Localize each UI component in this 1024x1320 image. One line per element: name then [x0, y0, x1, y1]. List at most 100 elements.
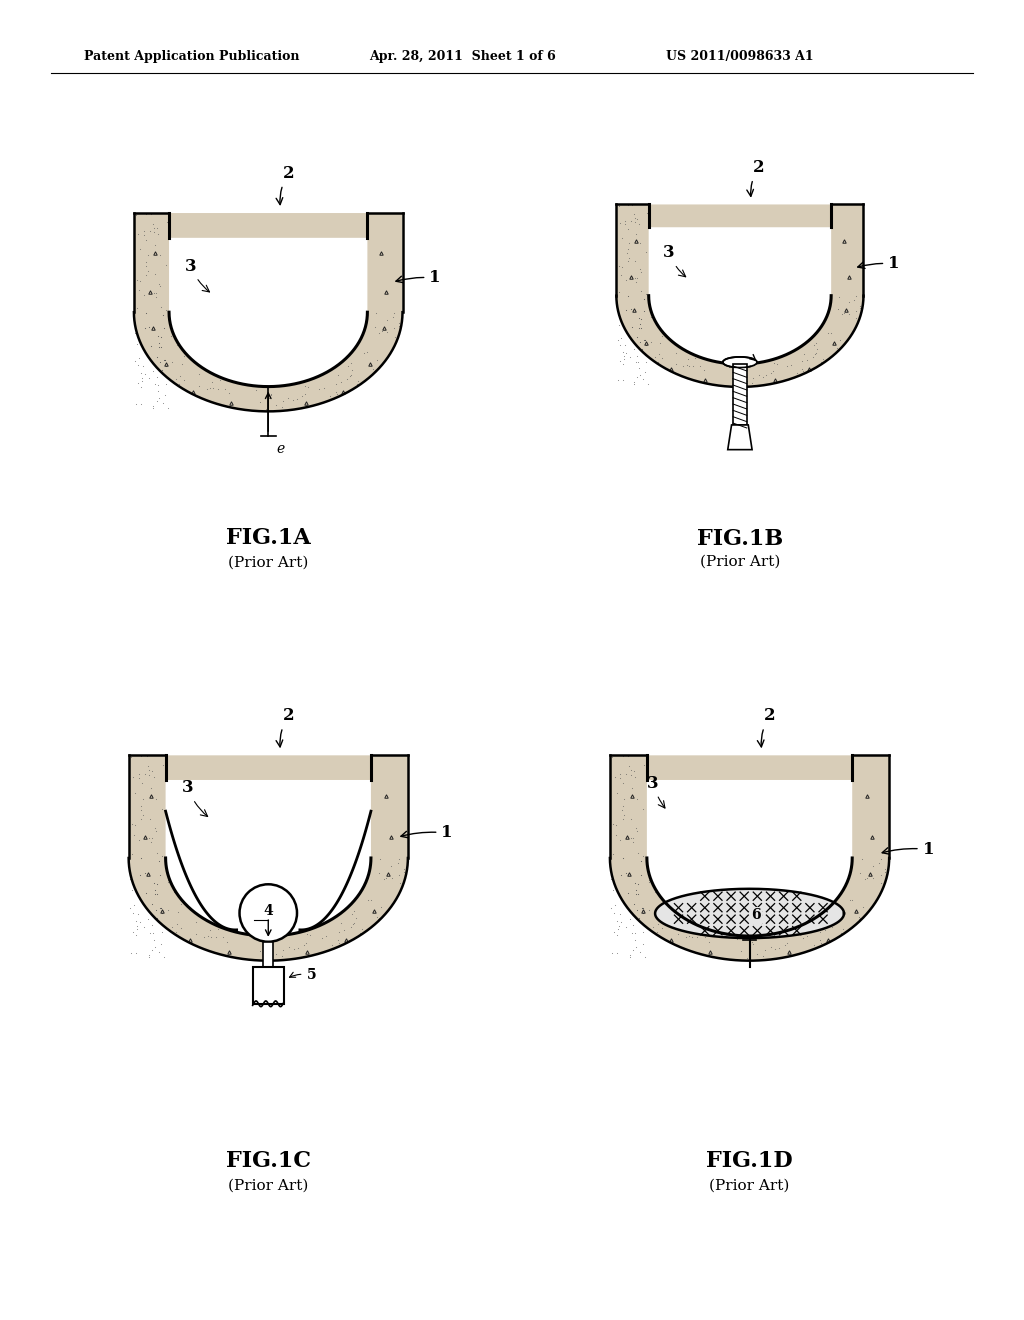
Point	[151, 333, 167, 354]
Point	[328, 374, 344, 395]
Point	[202, 919, 218, 940]
Point	[632, 941, 648, 962]
Point	[158, 355, 174, 376]
Point	[637, 345, 653, 366]
Point	[691, 917, 708, 939]
Point	[617, 211, 634, 232]
Point	[627, 211, 643, 232]
Point	[126, 824, 142, 845]
Point	[154, 799, 170, 820]
Point	[152, 865, 168, 886]
Point	[617, 916, 634, 937]
Point	[141, 828, 158, 849]
Point	[396, 858, 413, 879]
Point	[371, 322, 387, 343]
Point	[826, 913, 843, 935]
Point	[331, 932, 347, 953]
Point	[258, 399, 274, 420]
Point	[386, 318, 402, 339]
Point	[311, 379, 328, 400]
Point	[145, 923, 162, 944]
Point	[124, 814, 140, 836]
Point	[606, 921, 623, 942]
Point	[738, 371, 755, 392]
Point	[630, 352, 646, 374]
Point	[626, 339, 642, 360]
Point	[626, 915, 642, 936]
Point	[647, 347, 664, 368]
Point	[613, 264, 630, 285]
Point	[139, 260, 156, 281]
Point	[823, 322, 840, 343]
Point	[387, 888, 403, 909]
Point	[136, 863, 153, 884]
Polygon shape	[647, 780, 852, 936]
Point	[877, 862, 893, 883]
Point	[638, 282, 654, 304]
Point	[627, 767, 643, 788]
Point	[173, 354, 189, 375]
Point	[148, 842, 165, 863]
Point	[367, 317, 383, 338]
Point	[629, 345, 645, 366]
Point	[133, 772, 150, 793]
Point	[145, 216, 162, 238]
Point	[148, 282, 165, 304]
Point	[633, 850, 649, 871]
Polygon shape	[134, 213, 402, 412]
Point	[613, 912, 630, 933]
Point	[125, 921, 141, 942]
Point	[721, 356, 737, 378]
Point	[148, 391, 165, 412]
Point	[135, 224, 152, 246]
Point	[635, 898, 651, 919]
Point	[129, 915, 145, 936]
Point	[154, 933, 170, 954]
Point	[841, 304, 857, 325]
Point	[724, 368, 740, 389]
Point	[621, 247, 637, 268]
Point	[848, 308, 864, 329]
Point	[617, 863, 634, 884]
Point	[614, 847, 631, 869]
Point	[651, 902, 668, 923]
Point	[144, 894, 161, 915]
Point	[333, 372, 349, 393]
Text: 3: 3	[664, 244, 686, 277]
Point	[626, 894, 642, 915]
Point	[744, 933, 761, 954]
Point	[630, 884, 646, 906]
Point	[852, 294, 868, 315]
Point	[138, 302, 155, 323]
Point	[618, 243, 635, 264]
Point	[153, 327, 169, 348]
Point	[154, 845, 170, 866]
Point	[611, 351, 628, 372]
Point	[611, 314, 628, 335]
Point	[608, 814, 625, 836]
Point	[302, 924, 318, 945]
Point	[168, 921, 184, 942]
Point	[617, 214, 634, 235]
Point	[151, 388, 167, 409]
Text: (Prior Art): (Prior Art)	[228, 556, 308, 570]
Point	[654, 326, 671, 347]
Text: FIG.1A: FIG.1A	[226, 527, 310, 549]
Point	[151, 333, 167, 354]
Point	[176, 370, 193, 391]
Point	[750, 944, 766, 965]
Point	[852, 863, 868, 884]
Point	[248, 380, 264, 401]
Point	[130, 372, 146, 393]
Text: (Prior Art): (Prior Art)	[228, 1179, 308, 1192]
Point	[371, 907, 387, 928]
Point	[131, 279, 147, 300]
Point	[603, 898, 620, 919]
Point	[844, 890, 860, 911]
Point	[164, 323, 180, 345]
Point	[152, 351, 168, 372]
Point	[125, 903, 141, 924]
Point	[360, 890, 377, 911]
Point	[634, 913, 650, 935]
Point	[285, 389, 301, 411]
